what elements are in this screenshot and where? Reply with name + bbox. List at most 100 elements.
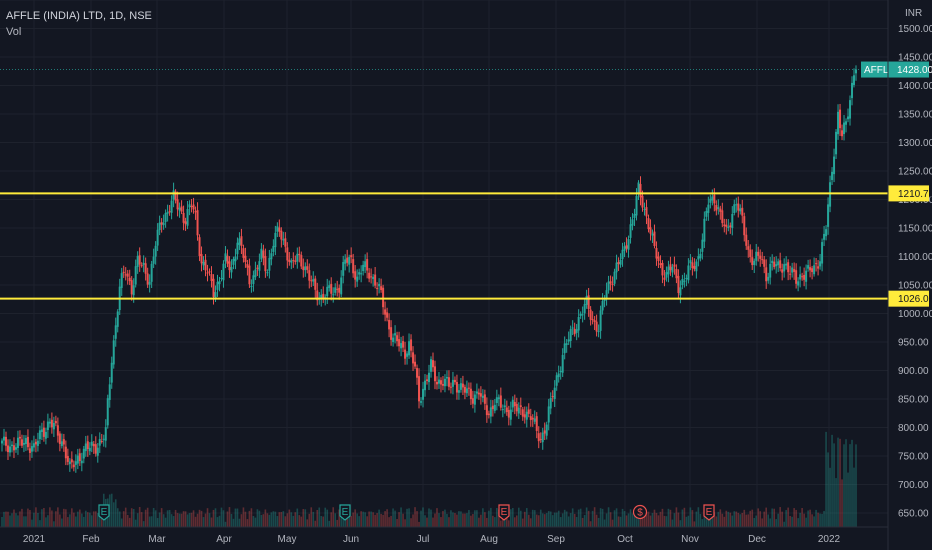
candle-body bbox=[851, 82, 854, 99]
volume-bar bbox=[805, 517, 807, 527]
volume-bar bbox=[851, 439, 853, 527]
volume-bar bbox=[31, 519, 33, 527]
volume-bar bbox=[619, 516, 622, 527]
volume-bar bbox=[192, 510, 195, 527]
price-axis[interactable]: 650.00 700.00 750.00 800.00 850.00 900.00 950.… bbox=[861, 0, 932, 550]
symbol-title[interactable]: AFFLE (INDIA) LTD, 1D, NSE bbox=[6, 10, 152, 22]
candle-body bbox=[184, 221, 187, 225]
volume-bar bbox=[226, 511, 229, 527]
earnings-marker-icon[interactable]: E bbox=[498, 504, 510, 521]
candle-body bbox=[256, 267, 259, 269]
candle-body bbox=[695, 261, 698, 272]
volume-bar bbox=[1, 517, 3, 527]
candle-body bbox=[390, 327, 393, 340]
volume-bar bbox=[176, 513, 179, 527]
volume-bar bbox=[655, 512, 658, 527]
candle-body bbox=[727, 226, 730, 229]
volume-bar bbox=[557, 510, 560, 527]
candle-body bbox=[2, 436, 5, 441]
volume-bar bbox=[811, 514, 813, 527]
candle-body bbox=[244, 255, 247, 262]
earnings-marker-icon[interactable]: E bbox=[339, 504, 351, 521]
volume-bar bbox=[264, 509, 267, 527]
earnings-marker-icon[interactable]: E bbox=[98, 504, 110, 521]
volume-bar bbox=[583, 515, 586, 527]
volume-bar bbox=[635, 511, 638, 527]
volume-bar bbox=[815, 509, 817, 527]
volume-bar bbox=[653, 509, 656, 527]
volume-bar bbox=[707, 517, 710, 527]
candle-body bbox=[635, 195, 638, 216]
candle-body bbox=[28, 448, 31, 453]
candle-body bbox=[569, 329, 572, 341]
candle-body bbox=[358, 272, 361, 275]
event-markers[interactable]: E E E $ E bbox=[98, 504, 715, 521]
candle-body bbox=[699, 253, 702, 259]
earnings-symbol: E bbox=[101, 507, 108, 518]
candle-body bbox=[575, 329, 578, 333]
candle-body bbox=[50, 419, 53, 428]
volume-bar bbox=[430, 509, 432, 527]
volume-bar bbox=[737, 512, 740, 527]
horizontal-levels[interactable] bbox=[0, 69, 888, 300]
volume-bar bbox=[278, 512, 281, 527]
volume-bar bbox=[282, 511, 285, 527]
price-tick-label: 700.00 bbox=[898, 480, 929, 491]
volume-bar bbox=[661, 508, 664, 527]
volume-bar bbox=[128, 517, 131, 527]
volume-bar bbox=[292, 515, 295, 527]
volume-bar bbox=[240, 514, 243, 527]
candle-body bbox=[298, 253, 301, 256]
candle-body bbox=[260, 248, 263, 260]
candle-body bbox=[487, 413, 490, 416]
volume-bar bbox=[57, 507, 59, 527]
volume-bar bbox=[527, 514, 530, 527]
earnings-marker-icon[interactable]: E bbox=[703, 504, 715, 521]
volume-bar bbox=[144, 509, 147, 527]
candle-body bbox=[190, 205, 193, 207]
level-price-text: 1026.05 bbox=[898, 294, 932, 305]
candle-body bbox=[737, 203, 740, 211]
candle-body bbox=[348, 257, 351, 265]
candle-body bbox=[40, 429, 43, 433]
candle-body bbox=[46, 421, 49, 431]
volume-bar bbox=[831, 434, 833, 527]
candle-body bbox=[613, 271, 616, 284]
candle-body bbox=[593, 320, 596, 323]
price-tick-label: 1150.00 bbox=[898, 224, 932, 235]
candle-body bbox=[443, 378, 446, 387]
candle-body bbox=[469, 388, 472, 400]
candle-body bbox=[511, 399, 514, 408]
volume-bar bbox=[126, 514, 129, 527]
candle-body bbox=[765, 267, 768, 282]
volume-bar bbox=[96, 512, 99, 527]
candle-body bbox=[793, 269, 796, 272]
candle-body bbox=[817, 266, 820, 269]
candle-body bbox=[717, 207, 720, 209]
volume-bar bbox=[332, 507, 335, 527]
candle-body bbox=[609, 281, 612, 284]
volume-bar bbox=[194, 516, 197, 527]
time-tick-label: Oct bbox=[617, 534, 633, 545]
volume-bar bbox=[288, 509, 291, 527]
candlesticks bbox=[1, 65, 857, 473]
candle-body bbox=[320, 294, 323, 299]
candle-body bbox=[627, 239, 630, 250]
volume-bar bbox=[721, 513, 724, 527]
volume-bar bbox=[801, 507, 803, 527]
dividend-marker-icon[interactable]: $ bbox=[632, 504, 648, 520]
candle-body bbox=[715, 205, 718, 211]
candle-body bbox=[238, 238, 241, 245]
candle-body bbox=[44, 431, 47, 439]
candle-body bbox=[741, 207, 744, 216]
candle-body bbox=[216, 281, 219, 290]
candle-body bbox=[74, 461, 77, 465]
candle-body bbox=[435, 381, 438, 385]
volume-bar bbox=[432, 517, 434, 527]
volume-label[interactable]: Vol bbox=[6, 26, 22, 38]
volume-bar bbox=[174, 509, 177, 527]
candle-body bbox=[218, 281, 221, 285]
volume-bar bbox=[372, 512, 374, 527]
